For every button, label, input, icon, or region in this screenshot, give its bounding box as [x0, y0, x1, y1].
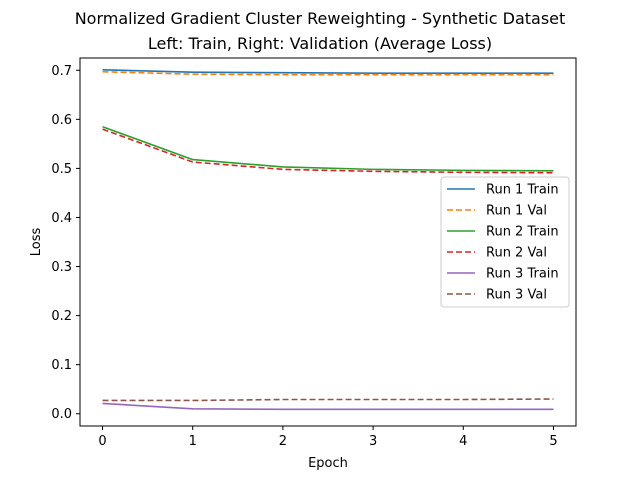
legend-label: Run 1 Val	[486, 204, 547, 219]
chart-title: Normalized Gradient Cluster Reweighting …	[75, 9, 566, 28]
series-layer	[102, 68, 554, 411]
x-axis-ticks: 0 1 2 3 4 5	[98, 426, 558, 449]
series-line-6	[102, 398, 554, 402]
y-tick-label: 0.2	[51, 309, 72, 324]
legend-label: Run 3 Train	[486, 267, 559, 282]
y-tick-label: 0.5	[51, 162, 72, 177]
x-tick-label: 4	[459, 434, 467, 449]
x-tick-label: 2	[279, 434, 287, 449]
x-axis-label: Epoch	[308, 456, 348, 471]
series-line-2	[102, 70, 554, 76]
y-tick-label: 0.0	[51, 407, 72, 422]
y-tick-label: 0.3	[51, 260, 72, 275]
legend-label: Run 2 Val	[486, 246, 547, 261]
chart-subtitle: Left: Train, Right: Validation (Average …	[148, 34, 492, 53]
y-axis-ticks: 0.0 0.1 0.2 0.3 0.4 0.5 0.6 0.7	[51, 64, 80, 422]
x-tick-label: 1	[189, 434, 197, 449]
x-tick-label: 5	[549, 434, 557, 449]
legend-label: Run 3 Val	[486, 288, 547, 303]
series-line-5	[102, 402, 554, 411]
y-tick-label: 0.7	[51, 64, 72, 79]
series-line-1	[102, 68, 554, 75]
legend-label: Run 1 Train	[486, 183, 559, 198]
legend: Run 1 Train Run 1 Val Run 2 Train Run 2 Val…	[440, 176, 570, 308]
y-tick-label: 0.4	[51, 211, 72, 226]
legend-box	[440, 176, 570, 308]
plot-area-frame	[79, 57, 577, 427]
x-tick-label: 0	[98, 434, 106, 449]
legend-label: Run 2 Train	[486, 225, 559, 240]
y-tick-label: 0.6	[51, 113, 72, 128]
series-line-3	[102, 125, 554, 172]
x-tick-label: 3	[369, 434, 377, 449]
y-tick-label: 0.1	[51, 358, 72, 373]
y-axis-label: Loss	[29, 228, 44, 257]
series-line-4	[102, 128, 554, 174]
